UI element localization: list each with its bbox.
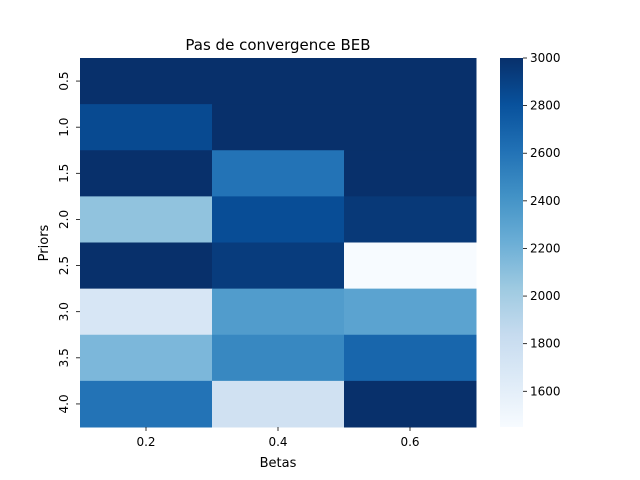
heatmap-cell [344, 334, 477, 382]
heatmap-cell [80, 104, 213, 151]
colorbar-gradient [500, 58, 523, 427]
heatmap-cell [344, 242, 477, 290]
y-tick-label: 3.5 [57, 348, 71, 367]
y-tick-label: 4.0 [57, 394, 71, 413]
heatmap-cell [344, 150, 477, 197]
x-axis: 0.2 0.4 0.6 [136, 427, 420, 449]
y-tick-label: 1.0 [57, 118, 71, 137]
heatmap-cell [80, 242, 213, 290]
colorbar-tick-label: 2800 [530, 99, 561, 113]
heatmap-cell [212, 334, 345, 382]
colorbar-tick-label: 1600 [530, 384, 561, 398]
y-tick-label: 0.5 [57, 72, 71, 91]
heatmap-cell [212, 104, 345, 151]
colorbar: 1600 1800 2000 2200 2400 2600 2800 3000 [500, 51, 561, 427]
heatmap-cell [212, 380, 345, 428]
heatmap-cell [212, 288, 345, 336]
heatmap-cell [344, 288, 477, 336]
heatmap-cells [80, 58, 477, 428]
heatmap-cell [80, 150, 213, 197]
y-axis: 0.5 1.0 1.5 2.0 2.5 3.0 3.5 4.0 [57, 72, 80, 413]
heatmap-cell [80, 196, 213, 243]
heatmap-cell [344, 196, 477, 243]
y-tick-label: 1.5 [57, 164, 71, 183]
colorbar-tick-label: 2200 [530, 241, 561, 255]
heatmap-cell [80, 380, 213, 428]
heatmap-cell [212, 196, 345, 243]
heatmap-cell [80, 334, 213, 382]
heatmap-cell [344, 104, 477, 151]
colorbar-tick-label: 1800 [530, 337, 561, 351]
x-tick-label: 0.4 [268, 435, 287, 449]
heatmap-cell [212, 58, 345, 105]
colorbar-tick-label: 2000 [530, 289, 561, 303]
heatmap-cell [212, 242, 345, 290]
heatmap-cell [80, 58, 213, 105]
heatmap-cell [212, 150, 345, 197]
heatmap-cell [344, 58, 477, 105]
colorbar-tick-label: 3000 [530, 51, 561, 65]
chart-title: Pas de convergence BEB [185, 36, 370, 54]
heatmap-cell [80, 288, 213, 336]
x-axis-label: Betas [260, 456, 297, 471]
heatmap-cell [344, 380, 477, 428]
colorbar-tick-label: 2600 [530, 146, 561, 160]
y-tick-label: 2.5 [57, 256, 71, 275]
y-tick-label: 3.0 [57, 302, 71, 321]
x-tick-label: 0.2 [136, 435, 155, 449]
x-tick-label: 0.6 [400, 435, 419, 449]
y-axis-label: Priors [37, 224, 52, 261]
colorbar-tick-label: 2400 [530, 194, 561, 208]
y-tick-label: 2.0 [57, 210, 71, 229]
